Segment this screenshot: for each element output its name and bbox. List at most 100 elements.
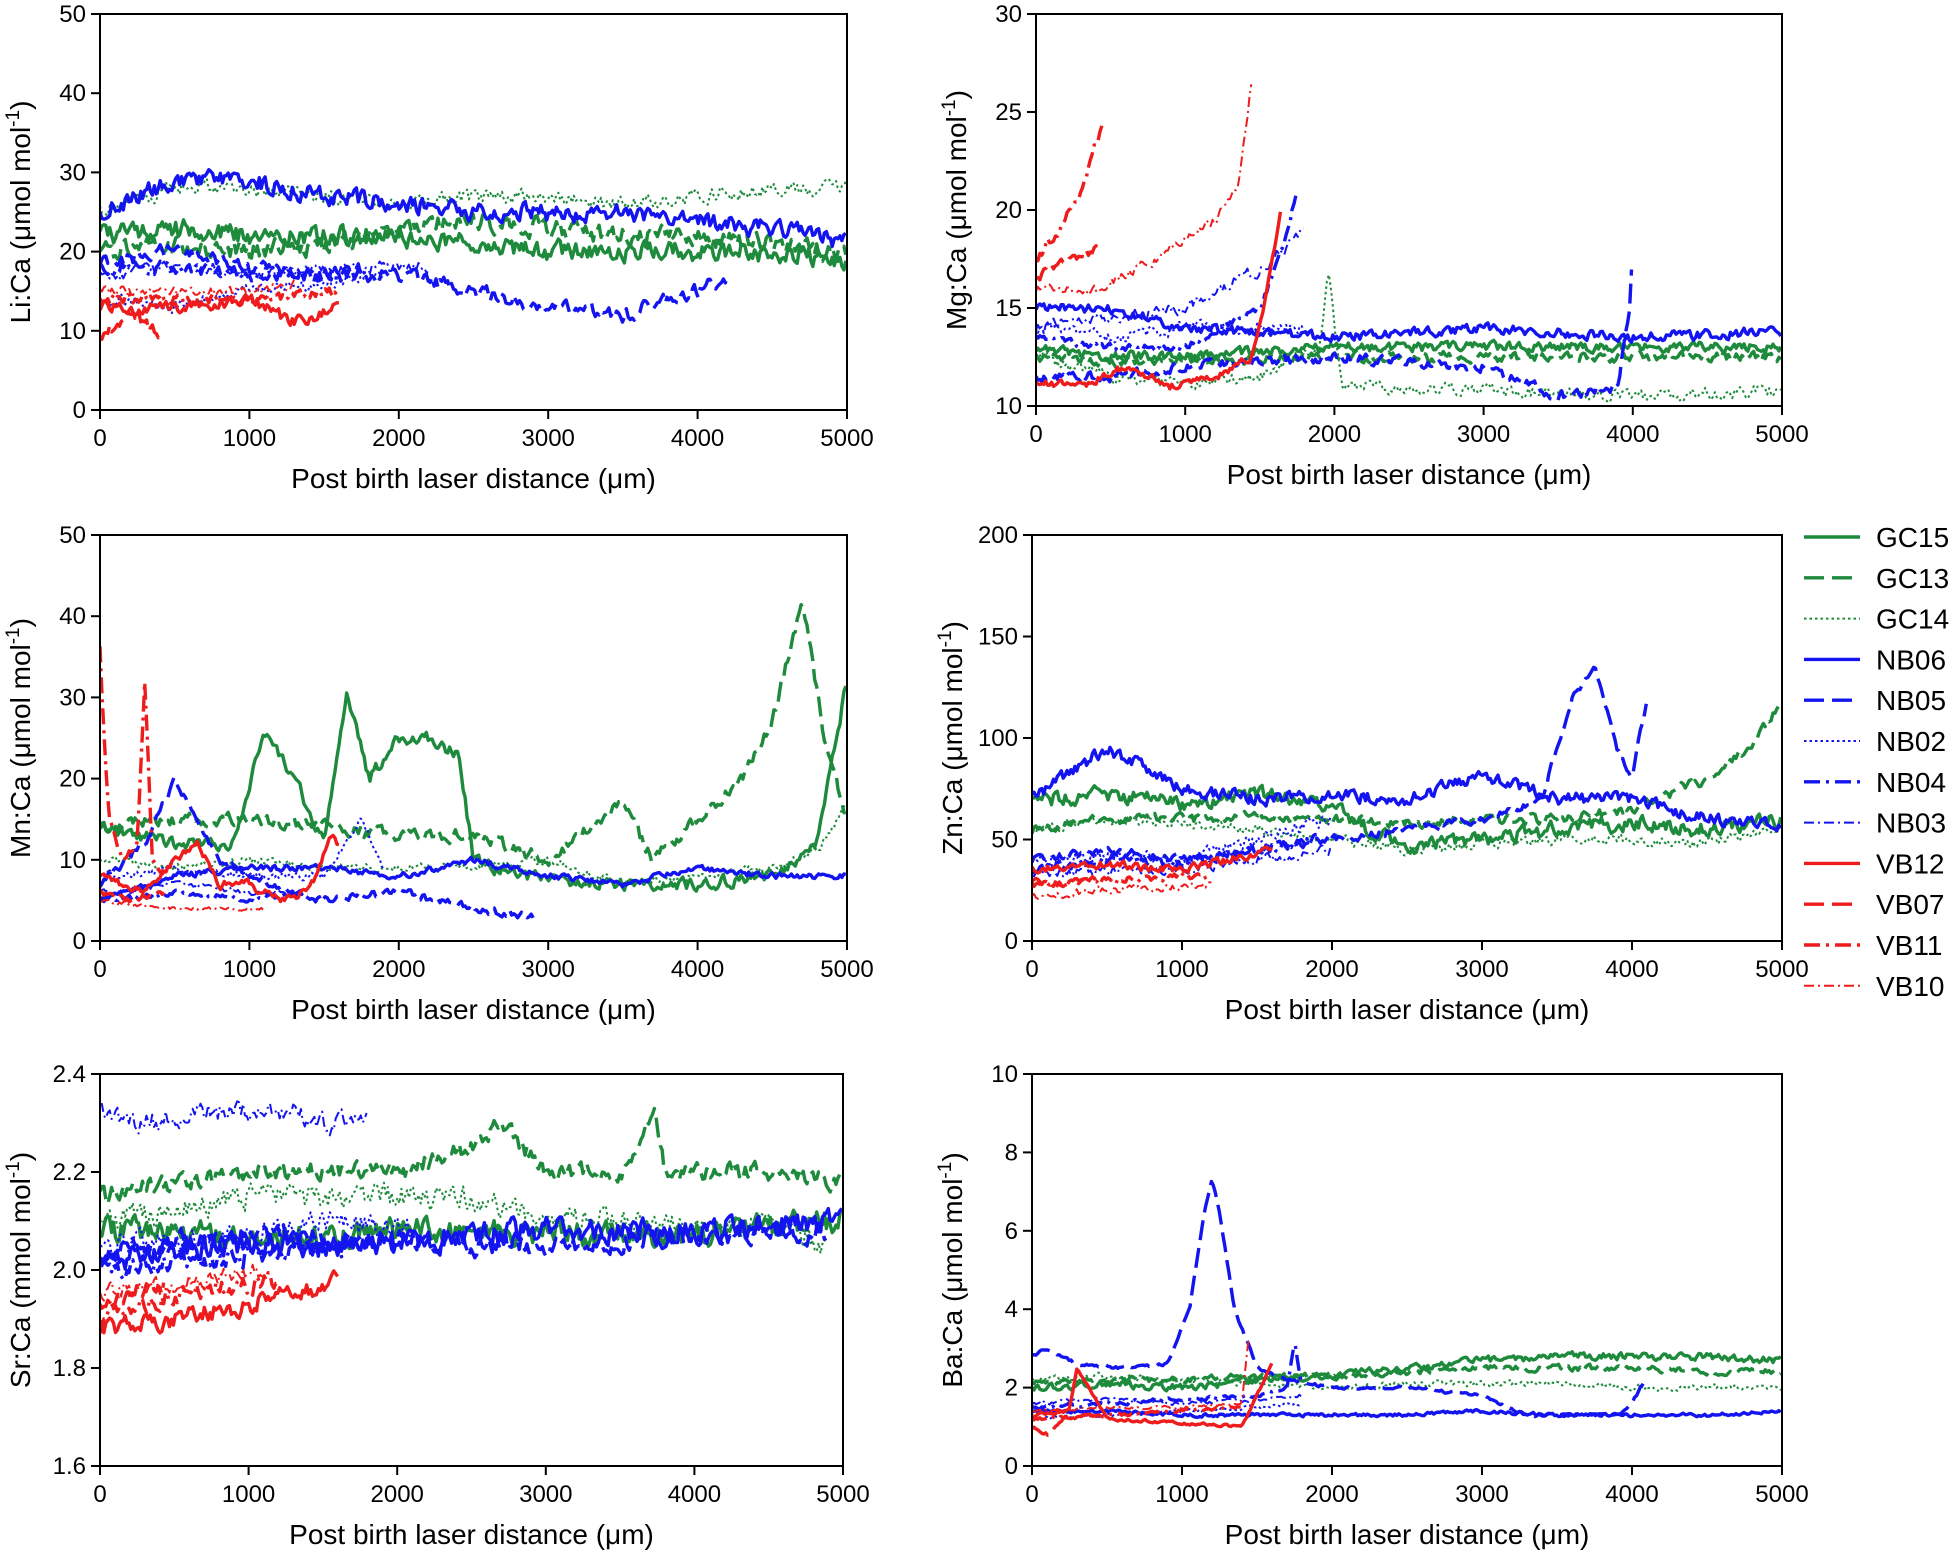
x-tick-label: 1000 bbox=[1155, 1481, 1208, 1508]
x-tick-label: 5000 bbox=[1755, 1481, 1808, 1508]
y-tick-label: 50 bbox=[59, 522, 86, 549]
legend-item-VB11: VB11 bbox=[1804, 930, 1942, 961]
y-axis-title: Ba:Ca (μmol mol-1) bbox=[935, 1152, 968, 1387]
series-NB02 bbox=[1036, 318, 1305, 344]
x-tick-label: 5000 bbox=[1755, 421, 1808, 448]
series-VB07 bbox=[100, 305, 164, 341]
legend-label: VB07 bbox=[1876, 889, 1945, 920]
y-axis-title: Sr:Ca (mmol mol-1) bbox=[3, 1152, 36, 1388]
y-axis-title-end: ) bbox=[941, 90, 972, 99]
legend-label: VB10 bbox=[1876, 971, 1945, 1002]
y-axis-title-superscript: -1 bbox=[3, 110, 24, 127]
series-VB12 bbox=[1032, 845, 1273, 875]
series-NB04 bbox=[100, 259, 369, 283]
panel-mn: 0 1000 2000 3000 4000 5000 0 10 20 30 40 50 Post bir… bbox=[3, 522, 874, 1025]
x-tick-label: 4000 bbox=[671, 425, 724, 452]
x-tick-label: 2000 bbox=[1305, 956, 1358, 983]
series-NB03 bbox=[100, 1100, 368, 1137]
y-tick-label: 40 bbox=[59, 80, 86, 107]
series-GC13 bbox=[100, 603, 847, 868]
y-axis-title: Zn:Ca (μmol mol-1) bbox=[935, 621, 968, 855]
legend-item-NB06: NB06 bbox=[1804, 644, 1946, 675]
x-tick-label: 4000 bbox=[1605, 956, 1658, 983]
y-tick-label: 20 bbox=[59, 766, 86, 793]
y-axis-title-superscript: -1 bbox=[939, 99, 960, 116]
panel-mg: 0 1000 2000 3000 4000 5000 10 15 20 25 30 Post birt… bbox=[939, 1, 1809, 490]
x-tick-label: 0 bbox=[93, 1481, 106, 1508]
series-VB12 bbox=[1032, 1362, 1274, 1429]
plot-frame bbox=[99, 1073, 844, 1467]
series-VB12 bbox=[100, 292, 339, 327]
series-GC15 bbox=[1032, 1350, 1782, 1393]
y-tick-label: 0 bbox=[73, 397, 86, 424]
y-axis-title-main: Mg:Ca (μmol mol bbox=[941, 116, 972, 330]
y-tick-label: 200 bbox=[978, 522, 1018, 549]
x-tick-label: 4000 bbox=[668, 1481, 721, 1508]
panel-li: 0 1000 2000 3000 4000 5000 0 10 20 30 40 50 Post bir… bbox=[3, 1, 874, 494]
y-tick-label: 2.4 bbox=[53, 1061, 86, 1088]
y-tick-label: 20 bbox=[995, 197, 1022, 224]
series-VB11 bbox=[100, 286, 340, 307]
y-tick-label: 100 bbox=[978, 725, 1018, 752]
x-axis-title: Post birth laser distance (μm) bbox=[291, 463, 656, 494]
x-tick-label: 3000 bbox=[1455, 1481, 1508, 1508]
series-GC13 bbox=[1032, 1362, 1782, 1388]
legend-item-GC15: GC15 bbox=[1804, 522, 1949, 553]
y-axis-title-end: ) bbox=[937, 621, 968, 630]
x-tick-label: 2000 bbox=[1305, 1481, 1358, 1508]
series-VB10 bbox=[1032, 881, 1212, 900]
panel-sr: 0 1000 2000 3000 4000 5000 1.6 1.8 2.0 2.2 2.4 Post… bbox=[3, 1061, 870, 1550]
y-tick-label: 10 bbox=[991, 1061, 1018, 1088]
series-VB12 bbox=[100, 1269, 340, 1335]
series-VB07 bbox=[100, 888, 166, 904]
y-tick-label: 4 bbox=[1005, 1296, 1018, 1323]
series-NB03 bbox=[1032, 1393, 1302, 1407]
series-NB03 bbox=[1036, 226, 1304, 334]
series-VB10 bbox=[100, 1263, 263, 1302]
series-NB05 bbox=[1032, 665, 1648, 863]
series-VB11 bbox=[100, 1270, 279, 1329]
y-axis-title: Li:Ca (μmol mol-1) bbox=[3, 101, 36, 324]
series-GC14 bbox=[100, 177, 847, 217]
y-tick-label: 1.8 bbox=[53, 1355, 86, 1382]
plot-frame bbox=[1031, 534, 1783, 942]
series-VB07 bbox=[1036, 244, 1102, 282]
x-tick-label: 0 bbox=[1025, 956, 1038, 983]
legend-label: NB05 bbox=[1876, 685, 1946, 716]
legend-item-NB03: NB03 bbox=[1804, 808, 1946, 839]
series-NB06 bbox=[1032, 1407, 1782, 1420]
series-NB02 bbox=[1032, 1401, 1302, 1421]
y-axis-title-end: ) bbox=[937, 1152, 968, 1161]
legend-label: VB11 bbox=[1876, 930, 1942, 961]
legend-label: GC13 bbox=[1876, 563, 1949, 594]
series-VB07 bbox=[100, 1280, 166, 1311]
series-NB05 bbox=[100, 776, 535, 920]
panel-zn: 0 1000 2000 3000 4000 5000 0 50 100 150 200 Post bi… bbox=[935, 522, 1809, 1025]
series-GC15 bbox=[1036, 338, 1782, 363]
y-axis-title-superscript: -1 bbox=[3, 627, 24, 644]
x-tick-label: 1000 bbox=[222, 1481, 275, 1508]
y-tick-label: 2.2 bbox=[53, 1159, 86, 1186]
y-tick-label: 10 bbox=[995, 393, 1022, 420]
y-axis-title: Mn:Ca (μmol mol-1) bbox=[3, 618, 36, 858]
series-VB12 bbox=[100, 833, 340, 904]
series-GC13 bbox=[100, 1106, 843, 1206]
y-tick-label: 15 bbox=[995, 295, 1022, 322]
y-axis-title-superscript: -1 bbox=[935, 1162, 956, 1179]
y-tick-label: 8 bbox=[1005, 1139, 1018, 1166]
x-tick-label: 2000 bbox=[371, 1481, 424, 1508]
legend-item-GC14: GC14 bbox=[1804, 604, 1949, 635]
series-NB04 bbox=[1036, 195, 1298, 354]
y-tick-label: 0 bbox=[1005, 928, 1018, 955]
x-axis-title: Post birth laser distance (μm) bbox=[291, 994, 656, 1025]
y-tick-label: 40 bbox=[59, 603, 86, 630]
series-lines bbox=[100, 1100, 843, 1335]
x-tick-label: 3000 bbox=[522, 425, 575, 452]
x-tick-label: 4000 bbox=[1606, 421, 1659, 448]
legend-label: VB12 bbox=[1876, 848, 1945, 879]
series-VB12 bbox=[1036, 211, 1283, 391]
x-tick-label: 3000 bbox=[1457, 421, 1510, 448]
plot-frame bbox=[99, 13, 848, 411]
